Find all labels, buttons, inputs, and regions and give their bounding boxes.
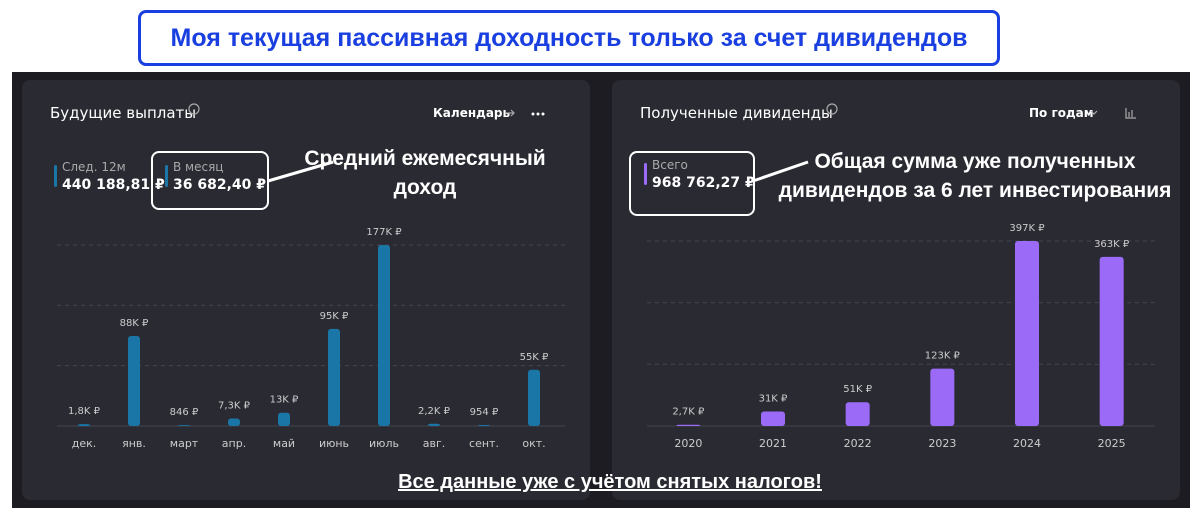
bar (128, 336, 140, 426)
value-label: 954 ₽ (470, 407, 499, 418)
x-tick-label: 2022 (844, 437, 872, 450)
bar (78, 424, 90, 426)
icons (188, 103, 1136, 119)
bar (278, 412, 290, 426)
value-label: 31K ₽ (759, 394, 788, 405)
bar (1099, 256, 1124, 426)
stat-indicator (165, 165, 168, 187)
x-tick-label: 2021 (759, 437, 787, 450)
card (612, 80, 1180, 500)
bar (676, 424, 701, 426)
bar (478, 425, 490, 426)
stat-indicator (644, 163, 647, 185)
value-label: 55K ₽ (520, 352, 549, 363)
stat-indicator (54, 165, 57, 187)
bar (378, 245, 390, 426)
value-label: 1,8K ₽ (68, 406, 101, 417)
callout-line (267, 160, 334, 183)
callout-line (752, 160, 809, 183)
bar (845, 402, 870, 426)
value-label: 2,7K ₽ (672, 407, 705, 418)
x-tick-label: дек. (72, 437, 97, 450)
x-tick-label: сент. (469, 437, 499, 450)
value-label: 2,2K ₽ (418, 406, 451, 417)
bar (178, 425, 190, 426)
value-label: 7,3K ₽ (218, 401, 251, 412)
x-tick-label: 2024 (1013, 437, 1041, 450)
value-label: 846 ₽ (170, 407, 199, 418)
value-label: 177K ₽ (366, 227, 402, 238)
calendar-link[interactable]: Календарь (433, 106, 511, 120)
x-tick-label: авг. (423, 437, 446, 450)
value-label: 13K ₽ (270, 395, 299, 406)
card-title: Полученные дивиденды (640, 104, 833, 122)
menu-dots[interactable] (531, 112, 545, 116)
banner: Моя текущая пассивная доходность только … (138, 10, 1000, 66)
value-label: 363K ₽ (1094, 239, 1130, 250)
stat-value: 968 762,27 ₽ (652, 175, 755, 191)
stat-value: 440 188,81 ₽ (62, 177, 165, 193)
stat-label: След. 12м (62, 160, 126, 174)
period-select[interactable]: По годам (1029, 106, 1094, 120)
x-tick-label: март (170, 437, 199, 450)
annotation: Общая сумма уже полученных дивидендов за… (778, 150, 1172, 202)
stat-value: 36 682,40 ₽ (173, 177, 266, 193)
x-tick-label: июль (369, 437, 399, 450)
bar (930, 368, 955, 426)
stat-label: В месяц (173, 160, 224, 174)
x-tick-label: 2025 (1098, 437, 1126, 450)
card-title: Будущие выплаты (50, 104, 197, 122)
x-tick-label: 2023 (928, 437, 956, 450)
footer-note: Все данные уже с учётом снятых налогов! (398, 471, 822, 493)
annotation: Средний ежемесячный доход (304, 147, 546, 199)
highlight-box (629, 151, 755, 216)
x-tick-label: апр. (222, 437, 246, 450)
x-tick-label: май (273, 437, 295, 450)
x-tick-label: 2020 (674, 437, 702, 450)
bar (428, 423, 440, 426)
value-label: 397K ₽ (1009, 223, 1045, 234)
value-label: 88K ₽ (120, 318, 149, 329)
stat-label: Всего (652, 158, 688, 172)
value-label: 51K ₽ (843, 384, 872, 395)
x-tick-label: окт. (522, 437, 545, 450)
x-tick-label: янв. (122, 437, 146, 450)
bar (328, 328, 340, 426)
card (22, 80, 590, 500)
bar (528, 369, 540, 426)
bar (228, 418, 240, 426)
bar (761, 411, 785, 426)
bar (1015, 241, 1039, 426)
value-label: 95K ₽ (320, 311, 349, 322)
x-tick-label: июнь (319, 437, 349, 450)
value-label: 123K ₽ (925, 351, 961, 362)
